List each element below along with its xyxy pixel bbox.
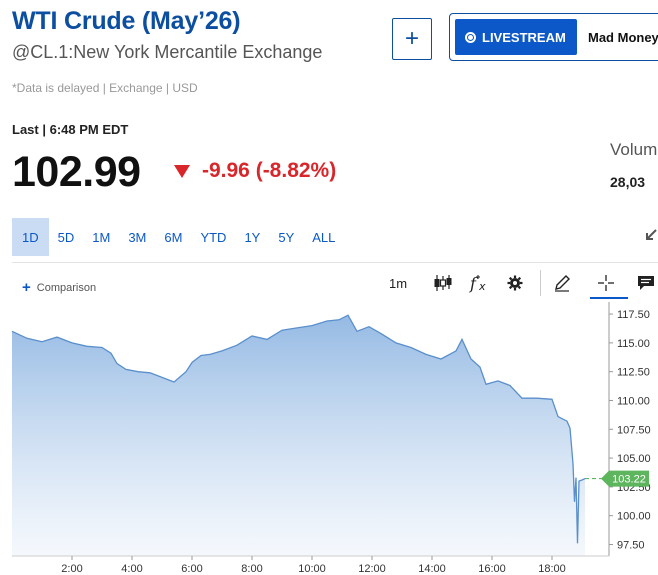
x-tick-label: 2:00 <box>61 563 82 575</box>
show-name-link[interactable]: Mad Money <box>588 30 658 45</box>
comparison-button[interactable]: + Comparison <box>22 279 96 296</box>
svg-text:f: f <box>469 274 479 293</box>
current-price-label: 103.22 <box>612 474 646 486</box>
x-tick-label: 14:00 <box>418 563 446 575</box>
toolbar-separator <box>540 270 541 296</box>
time-range-tabs: 1D 5D 1M 3M 6M YTD 1Y 5Y ALL <box>12 218 344 256</box>
y-tick-label: 112.50 <box>617 367 650 379</box>
volume-label: Volum <box>610 140 658 159</box>
x-tick-label: 16:00 <box>478 563 506 575</box>
candlestick-icon[interactable] <box>432 272 454 294</box>
x-tick-label: 6:00 <box>181 563 202 575</box>
x-tick-label: 10:00 <box>298 563 326 575</box>
plus-icon: + <box>22 279 31 296</box>
range-tab-1m[interactable]: 1M <box>92 229 111 245</box>
y-tick-label: 105.00 <box>617 453 651 465</box>
y-tick-label: 100.00 <box>617 511 651 523</box>
pencil-icon[interactable] <box>552 272 572 294</box>
crosshair-icon[interactable] <box>596 272 616 294</box>
x-tick-label: 18:00 <box>538 563 566 575</box>
livestream-button[interactable]: LIVESTREAM <box>455 19 577 55</box>
y-tick-label: 117.50 <box>617 309 650 321</box>
range-tab-6m[interactable]: 6M <box>164 229 183 245</box>
interval-selector[interactable]: 1m <box>388 275 408 291</box>
price-chart[interactable]: 117.50115.00112.50110.00107.50105.00102.… <box>0 300 658 575</box>
data-delay-note: *Data is delayed | Exchange | USD <box>12 81 198 95</box>
settings-icon[interactable] <box>506 272 524 294</box>
live-dot-icon <box>465 31 476 43</box>
comparison-label: Comparison <box>36 281 97 294</box>
x-tick-label: 8:00 <box>241 563 262 575</box>
range-tab-5y[interactable]: 5Y <box>278 229 295 245</box>
x-tick-label: 4:00 <box>121 563 142 575</box>
last-trade-time: Last | 6:48 PM EDT <box>12 122 129 137</box>
y-tick-label: 110.00 <box>617 395 650 407</box>
page-title: WTI Crude (May’26) <box>12 7 241 35</box>
svg-text:x: x <box>478 280 486 293</box>
price-area-fill <box>12 315 585 556</box>
last-price: 102.99 <box>12 148 141 196</box>
y-tick-label: 107.50 <box>617 424 651 436</box>
active-tool-indicator <box>590 297 628 299</box>
comment-icon[interactable] <box>636 272 656 294</box>
toolbar-divider <box>12 262 658 263</box>
y-tick-label: 97.50 <box>617 539 645 551</box>
range-tab-3m[interactable]: 3M <box>128 229 147 245</box>
expand-icon[interactable] <box>645 228 657 244</box>
add-to-watchlist-button[interactable]: + <box>392 18 432 60</box>
range-tab-all[interactable]: ALL <box>312 229 336 245</box>
y-tick-label: 115.00 <box>617 338 650 350</box>
range-tab-1d[interactable]: 1D <box>12 218 49 256</box>
range-tab-5d[interactable]: 5D <box>57 229 75 245</box>
range-tab-1y[interactable]: 1Y <box>244 229 261 245</box>
function-icon[interactable]: f x <box>468 272 490 294</box>
livestream-banner: LIVESTREAM Mad Money <box>449 13 658 61</box>
exchange-subtitle: @CL.1:New York Mercantile Exchange <box>12 42 323 62</box>
livestream-label: LIVESTREAM <box>482 29 566 45</box>
range-tab-ytd[interactable]: YTD <box>200 229 227 245</box>
volume-value: 28,03 <box>610 174 646 190</box>
price-line <box>11 314 586 544</box>
price-change: -9.96 (-8.82%) <box>202 159 337 182</box>
current-price-badge <box>601 470 649 487</box>
down-arrow-icon <box>174 165 190 178</box>
x-tick-label: 12:00 <box>358 563 386 575</box>
